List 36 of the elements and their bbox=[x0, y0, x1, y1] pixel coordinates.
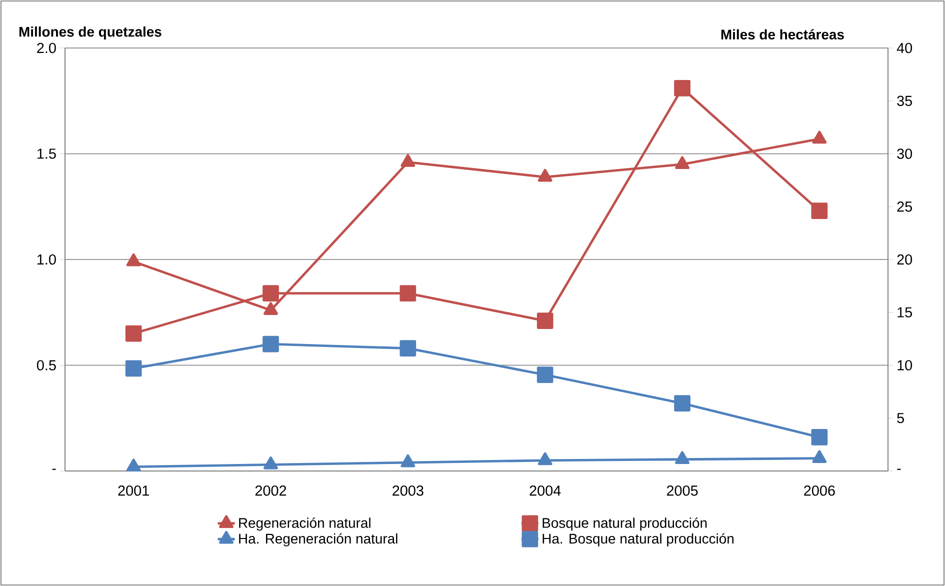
point bbox=[400, 285, 416, 302]
legend-label: Ha. Bosque natural producción bbox=[542, 533, 734, 546]
y2-tick-label: - bbox=[897, 468, 901, 470]
point bbox=[262, 285, 279, 302]
y2-tick-label: 30 bbox=[897, 148, 912, 159]
y2-tick-label: 40 bbox=[896, 42, 912, 54]
point bbox=[538, 168, 552, 182]
point bbox=[125, 325, 142, 342]
legend-label: Ha. Regeneración natural bbox=[239, 533, 398, 546]
x-tick-label: 2004 bbox=[530, 486, 561, 496]
point bbox=[400, 154, 416, 167]
y2-tick-label: 35 bbox=[897, 96, 912, 106]
y-tick-label: 2.0 bbox=[37, 42, 56, 54]
point bbox=[675, 156, 690, 170]
y-tick-label: 1.5 bbox=[37, 148, 56, 159]
y-axis-title: Millones de quetzales bbox=[19, 26, 162, 40]
y-tick-label: 0.5 bbox=[36, 360, 56, 370]
point bbox=[811, 202, 828, 220]
y2-axis-title: Miles de hectáreas bbox=[721, 29, 844, 40]
point bbox=[536, 312, 554, 330]
x-tick-label: 2001 bbox=[118, 486, 149, 496]
y2-tick-label: 25 bbox=[897, 202, 912, 212]
point bbox=[126, 253, 141, 266]
x-tick-label: 2002 bbox=[255, 486, 286, 496]
y-tick-label: - bbox=[52, 468, 56, 470]
x-tick-label: 2003 bbox=[392, 486, 424, 496]
y-tick-label: 1.0 bbox=[37, 254, 56, 265]
legend-label: Bosque natural producción bbox=[542, 517, 707, 531]
y2-tick-label: 15 bbox=[898, 307, 912, 318]
point bbox=[812, 130, 827, 144]
legend-label: Regeneración natural bbox=[239, 517, 370, 531]
x-tick-label: 2006 bbox=[804, 486, 835, 496]
y2-tick-label: 20 bbox=[897, 254, 912, 265]
x-tick-label: 2005 bbox=[666, 486, 698, 496]
y2-tick-label: 5 bbox=[897, 413, 904, 424]
y2-tick-label: 10 bbox=[898, 360, 912, 370]
